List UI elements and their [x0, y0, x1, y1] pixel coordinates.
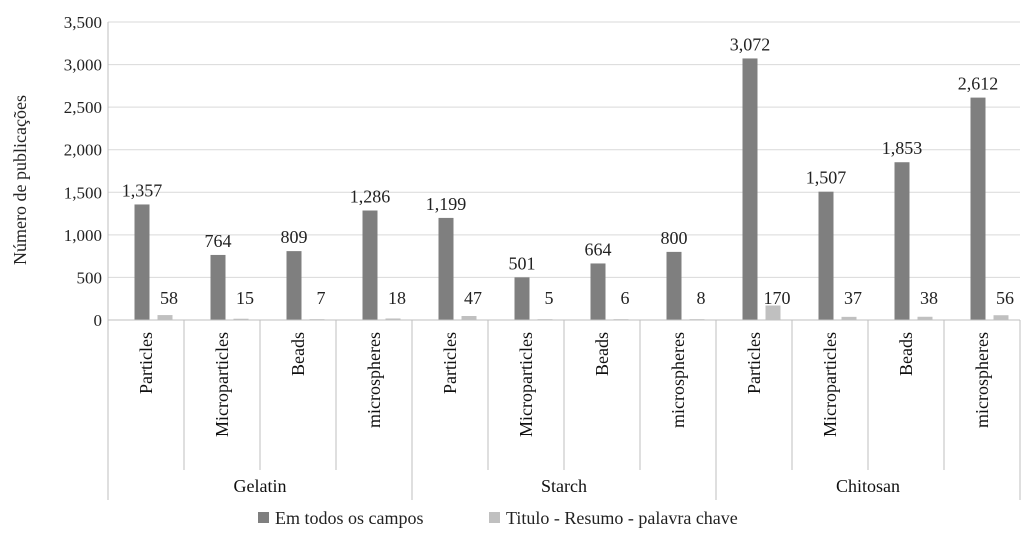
bar-em-todos: [742, 58, 758, 321]
bar-em-todos: [818, 191, 834, 320]
bar-titulo-resumo: [461, 315, 477, 320]
y-tick-label: 1,500: [64, 183, 102, 202]
y-tick-label: 3,500: [64, 13, 102, 32]
legend-label: Titulo - Resumo - palavra chave: [506, 508, 738, 528]
data-label: 18: [388, 288, 406, 308]
data-label: 47: [464, 288, 482, 308]
category-label: Beads: [592, 332, 612, 376]
data-label: 1,199: [426, 194, 467, 214]
data-label: 15: [236, 288, 254, 308]
data-label: 5: [545, 288, 554, 308]
bars: [134, 58, 1009, 321]
bar-titulo-resumo: [993, 315, 1009, 320]
y-tick-label: 2,000: [64, 141, 102, 160]
category-label: Microparticles: [516, 332, 536, 437]
y-tick-label: 2,500: [64, 98, 102, 117]
y-axis: 0 500 1,000 1,500 2,000 2,500 3,000 3,500: [64, 13, 109, 330]
category-label: Beads: [896, 332, 916, 376]
y-tick-label: 500: [77, 268, 103, 287]
data-label: 1,853: [882, 138, 923, 158]
bar-titulo-resumo: [765, 305, 781, 320]
legend-swatch: [258, 512, 269, 523]
category-label: Microparticles: [212, 332, 232, 437]
data-label: 170: [764, 288, 791, 308]
data-label: 7: [317, 288, 326, 308]
data-label: 2,612: [958, 74, 999, 94]
bar-titulo-resumo: [233, 318, 249, 320]
data-label: 764: [205, 231, 232, 251]
data-label: 1,507: [806, 168, 847, 188]
bar-em-todos: [514, 277, 530, 320]
data-label: 664: [585, 239, 612, 259]
data-label: 1,286: [350, 187, 391, 207]
legend: Em todos os campos Titulo - Resumo - pala…: [258, 508, 738, 528]
data-labels: 1,357 58 764 15 809 7 1,286 18 1,199 47 501 5 664 6 80…: [122, 34, 1014, 308]
x-axis: Particles Microparticles Beads microspheres…: [107, 319, 1021, 500]
y-tick-label: 3,000: [64, 56, 102, 75]
category-label: Microparticles: [820, 332, 840, 437]
bar-em-todos: [438, 217, 454, 320]
bar-em-todos: [590, 263, 606, 320]
gridlines: [108, 21, 1020, 278]
category-label: microspheres: [668, 332, 688, 428]
category-label: Particles: [136, 332, 156, 394]
legend-label: Em todos os campos: [275, 508, 424, 528]
bar-em-todos: [362, 210, 378, 320]
bar-titulo-resumo: [841, 316, 857, 320]
bar-em-todos: [666, 251, 682, 320]
data-label: 3,072: [730, 34, 771, 54]
data-label: 37: [844, 288, 862, 308]
legend-swatch: [489, 512, 500, 523]
data-label: 800: [661, 228, 688, 248]
category-label: microspheres: [972, 332, 992, 428]
data-label: 58: [160, 288, 178, 308]
group-label: Chitosan: [836, 476, 900, 496]
data-label: 56: [996, 288, 1014, 308]
category-label: Particles: [744, 332, 764, 394]
bar-em-todos: [286, 251, 302, 320]
data-label: 501: [509, 253, 536, 273]
y-tick-label: 1,000: [64, 226, 102, 245]
data-label: 38: [920, 288, 938, 308]
bar-titulo-resumo: [917, 316, 933, 320]
data-label: 809: [281, 227, 308, 247]
bar-titulo-resumo: [157, 315, 173, 320]
category-label: Particles: [440, 332, 460, 394]
group-label: Starch: [541, 476, 587, 496]
bar-titulo-resumo: [385, 318, 401, 320]
category-label: Beads: [288, 332, 308, 376]
y-tick-label: 0: [94, 311, 103, 330]
category-label: microspheres: [364, 332, 384, 428]
bar-em-todos: [970, 97, 986, 320]
data-label: 6: [621, 288, 630, 308]
group-label: Gelatin: [234, 476, 287, 496]
data-label: 1,357: [122, 180, 163, 200]
bar-em-todos: [894, 162, 910, 320]
y-axis-label: Número de publicações: [10, 95, 30, 265]
bar-em-todos: [210, 254, 226, 320]
data-label: 8: [697, 288, 706, 308]
bar-em-todos: [134, 204, 150, 320]
